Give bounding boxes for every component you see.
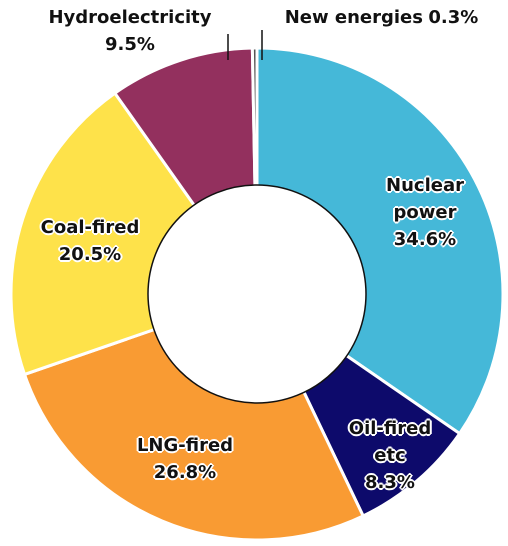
category-label: Oil-fired etc <box>348 418 432 466</box>
slice-label: Coal-fired 20.5% <box>20 214 160 268</box>
value-label: 20.5% <box>58 244 122 265</box>
category-label: New energies <box>284 7 423 28</box>
slice-label: Hydroelectricity 9.5% <box>10 4 250 58</box>
category-label: Coal-fired <box>40 217 140 238</box>
category-label: Nuclear power <box>386 175 464 223</box>
slice <box>255 46 505 436</box>
value-label: 26.8% <box>153 462 217 483</box>
slice-label: LNG-fired 26.8% <box>115 432 255 486</box>
category-label: Hydroelectricity <box>48 7 212 28</box>
value-label: 34.6% <box>393 229 457 250</box>
slice-label: Oil-fired etc 8.3% <box>340 415 440 496</box>
value-label: 8.3% <box>365 472 415 493</box>
slice-label: New energies 0.3% <box>255 4 508 31</box>
category-label: LNG-fired <box>136 435 234 456</box>
value-label: 0.3% <box>428 7 479 28</box>
value-label: 9.5% <box>105 34 155 55</box>
donut-hole <box>147 184 367 404</box>
slice-label: Nuclear power 34.6% <box>365 172 485 253</box>
